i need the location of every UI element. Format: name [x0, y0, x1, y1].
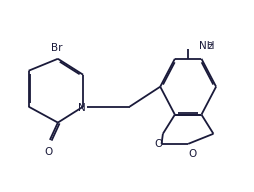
Text: O: O [188, 149, 196, 159]
Text: NH: NH [199, 41, 214, 51]
Text: O: O [44, 146, 53, 156]
Text: N: N [78, 103, 86, 113]
Text: Br: Br [51, 43, 62, 53]
Text: O: O [155, 139, 163, 149]
Text: 2: 2 [207, 42, 212, 51]
